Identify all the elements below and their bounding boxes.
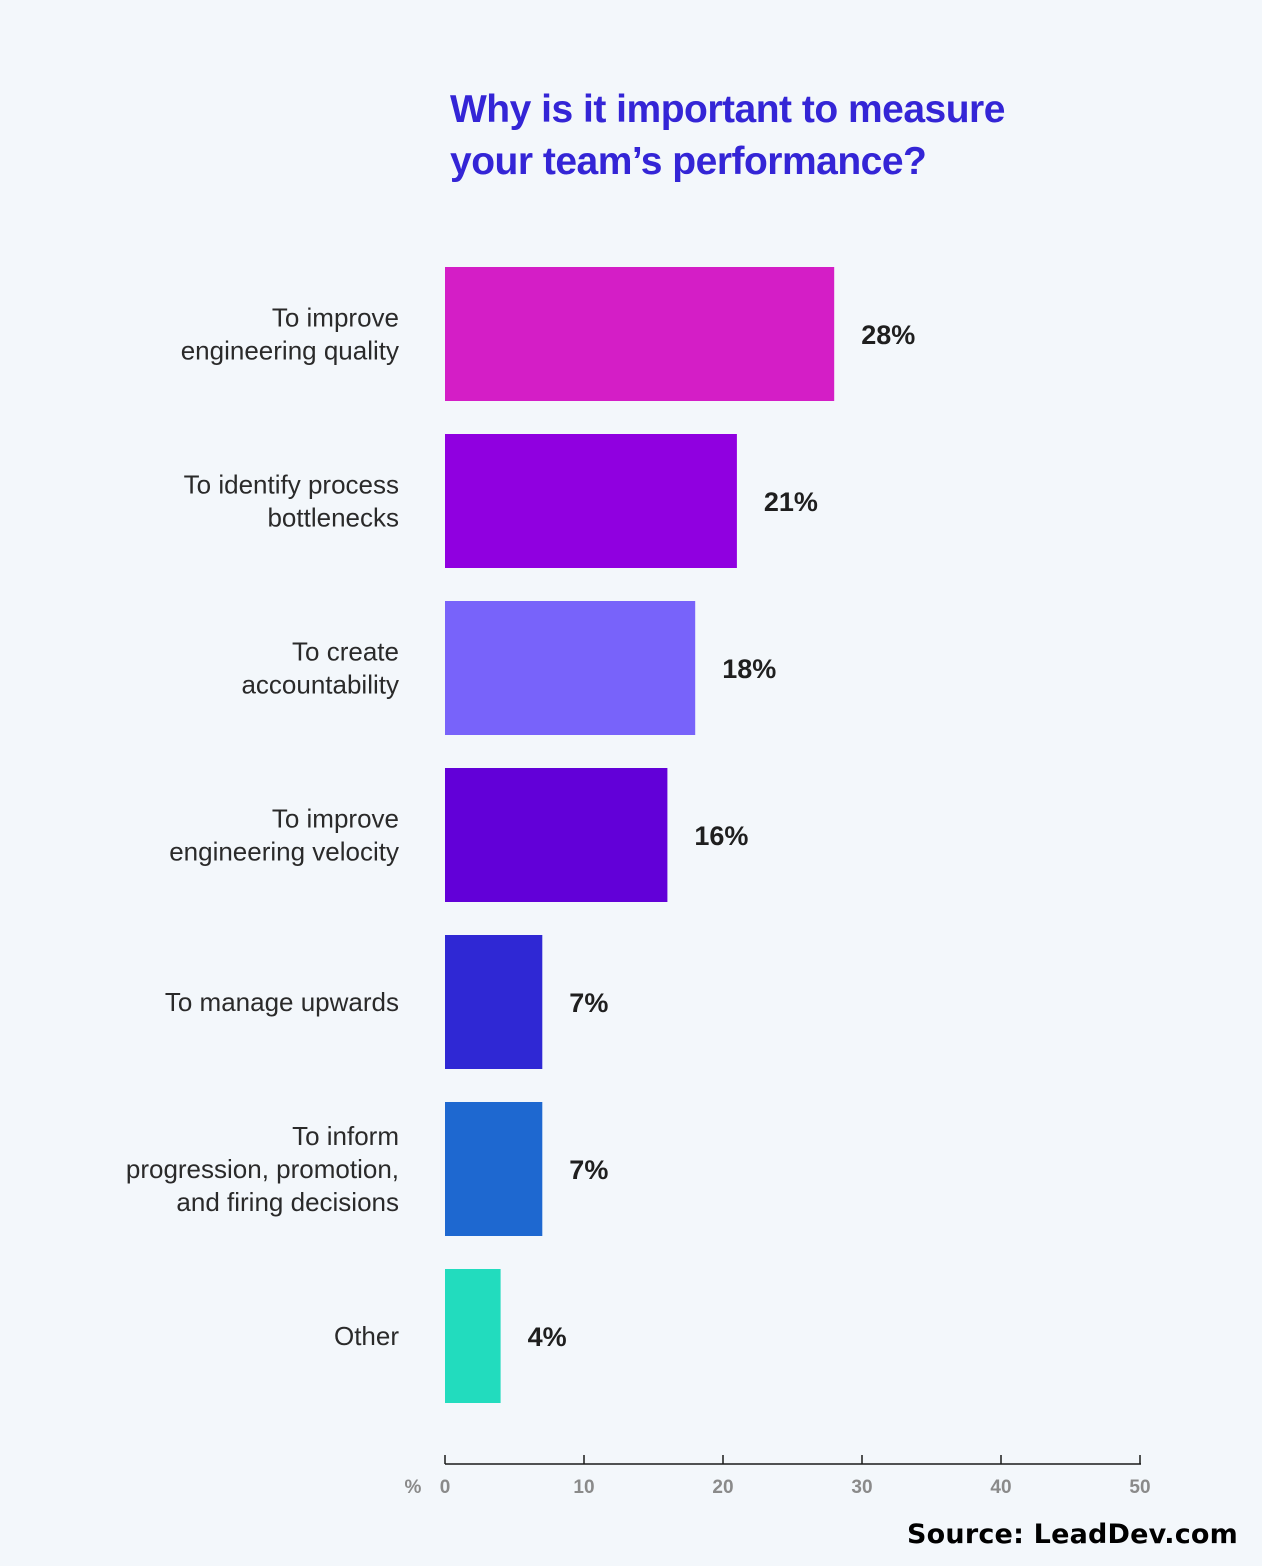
category-label-6: Other	[334, 1321, 399, 1351]
category-label-1: To identify process bottlenecks	[184, 470, 399, 533]
bar-4	[445, 935, 543, 1069]
value-label-4: 7%	[569, 988, 608, 1018]
chart-title-line-1: Why is it important to measure	[450, 88, 1005, 131]
category-label-0: To improve engineering quality	[181, 303, 399, 366]
category-label-3: To improve engineering velocity	[169, 804, 399, 867]
chart-title: Why is it important to measure your team…	[450, 84, 1090, 188]
bar-6	[445, 1269, 501, 1403]
x-axis-unit-label: %	[405, 1477, 422, 1498]
bar-0	[445, 267, 835, 401]
x-tick-label-0: 0	[440, 1477, 451, 1498]
x-tick-label-4: 40	[990, 1477, 1011, 1498]
bar-1	[445, 434, 737, 568]
value-label-5: 7%	[569, 1155, 608, 1185]
x-tick-label-3: 30	[851, 1477, 872, 1498]
value-label-3: 16%	[694, 821, 748, 851]
value-label-1: 21%	[764, 487, 818, 517]
bar-2	[445, 601, 696, 735]
x-tick-label-2: 20	[712, 1477, 733, 1498]
value-label-6: 4%	[528, 1322, 567, 1352]
source-credit: Source: LeadDev.com	[907, 1519, 1238, 1550]
value-label-0: 28%	[861, 320, 915, 350]
value-label-2: 18%	[722, 654, 776, 684]
x-tick-label-1: 10	[573, 1477, 594, 1498]
chart-title-line-2: your team’s performance?	[450, 140, 927, 183]
x-tick-label-5: 50	[1129, 1477, 1150, 1498]
bar-3	[445, 768, 668, 902]
bar-5	[445, 1102, 543, 1236]
category-label-5: To inform progression, promotion, and firi…	[126, 1121, 399, 1217]
category-label-4: To manage upwards	[165, 987, 399, 1017]
category-label-2: To create accountability	[241, 637, 399, 700]
